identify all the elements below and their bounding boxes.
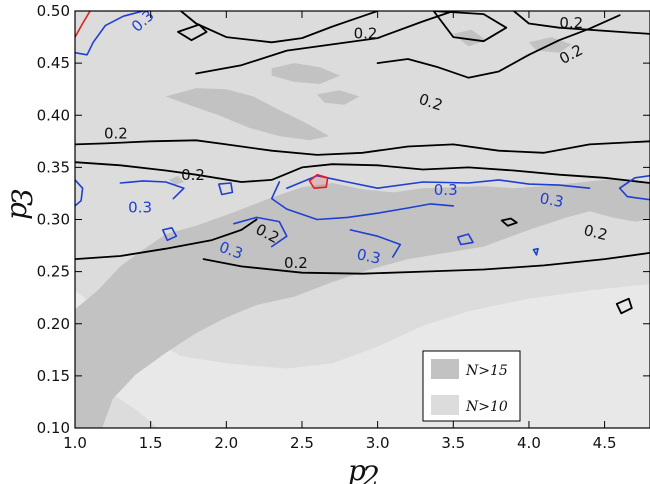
contour-line-blue-13 <box>270 181 455 221</box>
y-axis-label: p 3 <box>0 188 39 220</box>
y-tick-label: 0.35 <box>37 158 70 176</box>
contour-line-red-17 <box>75 11 91 38</box>
contour-line-black-6 <box>376 14 621 79</box>
closed-contour-blue-7 <box>456 233 474 246</box>
contour-line-blue-10 <box>75 179 84 207</box>
contour-label-1: 0.2 <box>104 125 128 143</box>
contour-line-black-2 <box>75 161 650 184</box>
y-tick-label: 0.10 <box>37 419 70 437</box>
closed-contour-red-9 <box>308 173 329 189</box>
closed-contour-black-2 <box>432 11 508 43</box>
closed-contour-blue-6 <box>218 182 234 196</box>
dark-region-5 <box>453 29 487 47</box>
legend-label-n10: N>10 <box>465 399 508 415</box>
dark-region-2 <box>165 88 330 141</box>
x-tick-label: 4.0 <box>517 434 541 452</box>
contour-label-2: 0.2 <box>181 166 205 184</box>
y-tick-label: 0.40 <box>37 106 70 124</box>
dark-region-4 <box>317 90 360 105</box>
x-tick-label: 1.5 <box>139 434 163 452</box>
plot-area: 0.20.20.20.20.20.20.20.20.20.30.30.3 0.30… <box>74 10 650 429</box>
y-tick-label: 0.30 <box>37 211 70 229</box>
contour-label-5: 0.2 <box>354 24 378 42</box>
x-tick-label: 3.5 <box>441 434 465 452</box>
tick-layer: 1.0 1.5 2.0 2.5 3.0 3.5 4.0 4.5 0.10 0.15 0.20 0.25… <box>37 2 650 452</box>
contour-label-14: 0.3 <box>434 181 458 199</box>
contour-label-15: 0.3 <box>538 189 565 211</box>
contour-label-4: 0.2 <box>284 254 308 272</box>
closed-contour-blue-5 <box>162 227 178 242</box>
contour-label-7: 0.2 <box>559 14 583 32</box>
contour-line-blue-12 <box>285 174 591 189</box>
contour-line-black-3 <box>75 218 258 261</box>
y-tick-label: 0.45 <box>37 54 70 72</box>
contour-line-blue-15 <box>349 229 402 258</box>
contour-line-blue-9 <box>75 11 144 56</box>
y-axis-label-main: p <box>0 202 33 220</box>
x-tick-label: 1.0 <box>63 434 87 452</box>
dark-region-3 <box>271 63 340 84</box>
closed-contour-blue-8 <box>532 247 539 256</box>
contour-line-blue-16 <box>618 174 650 201</box>
contour-label-11: 0.3 <box>128 199 152 217</box>
dark-region-1 <box>75 179 650 428</box>
closed-contour-black-3 <box>615 297 633 315</box>
y-tick-label: 0.50 <box>37 2 70 20</box>
contour-line-blue-11 <box>119 180 185 200</box>
legend-label-n15: N>15 <box>465 363 508 379</box>
contour-layer <box>75 11 650 315</box>
y-tick-label: 0.20 <box>37 315 70 333</box>
x-axis-label-sub: 2 <box>361 460 380 484</box>
closed-contour-black-4 <box>500 217 518 227</box>
contour-line-blue-14 <box>233 216 288 248</box>
x-axis-label: p 2 <box>348 454 380 484</box>
contour-label-13: 0.3 <box>355 245 382 268</box>
contour-line-black-1 <box>75 139 650 156</box>
x-tick-label: 2.5 <box>290 434 314 452</box>
x-tick-label: 3.0 <box>366 434 390 452</box>
y-tick-label: 0.25 <box>37 263 70 281</box>
x-tick-label: 4.5 <box>593 434 617 452</box>
legend-swatch-n15 <box>431 359 459 379</box>
y-tick-label: 0.15 <box>37 367 70 385</box>
x-axis-label-main: p <box>348 454 366 484</box>
closed-contour-black-1 <box>176 23 208 42</box>
contour-label-9: 0.2 <box>582 221 610 244</box>
contour-line-black-7 <box>512 11 650 35</box>
x-tick-label: 2.0 <box>214 434 238 452</box>
contour-line-black-5 <box>195 11 455 75</box>
y-axis-label-sub: 3 <box>6 188 39 206</box>
legend: N>15 N>10 <box>422 350 521 422</box>
dark-region-7 <box>168 175 184 186</box>
contour-line-black-4 <box>202 251 650 275</box>
legend-swatch-n10 <box>431 395 459 415</box>
region-layer <box>75 11 650 428</box>
